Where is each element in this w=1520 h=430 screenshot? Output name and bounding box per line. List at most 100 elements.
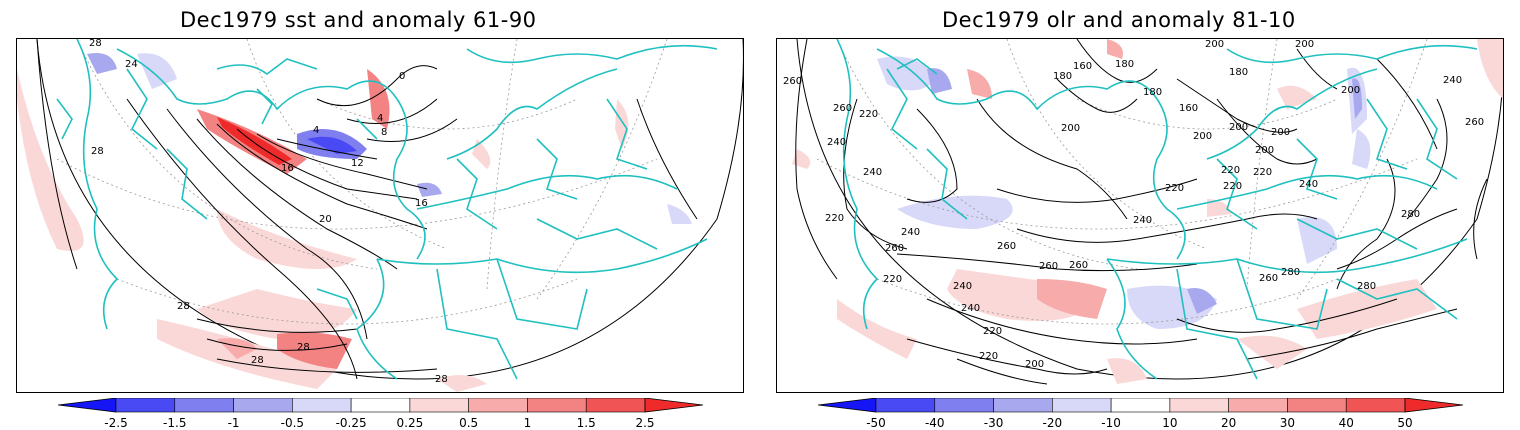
olr-negative-fills — [877, 56, 1371, 329]
contour-label: 240 — [863, 167, 882, 178]
contour-label: 220 — [1223, 181, 1242, 192]
sst-contours — [36, 39, 698, 380]
contour-label: 180 — [1115, 59, 1134, 70]
contour-label: 260 — [1039, 261, 1058, 272]
colorbar-segment — [350, 398, 411, 413]
colorbar-segment — [993, 398, 1053, 413]
sst-negative-fills — [87, 53, 692, 224]
colorbar-tick-label: 40 — [1338, 416, 1354, 430]
colorbar-segment — [934, 398, 994, 413]
contour-label: 200 — [1061, 123, 1080, 134]
coastlines — [56, 39, 718, 380]
right-map-title: Dec1979 olr and anomaly 81-10 — [942, 8, 1296, 32]
contour-label: 220 — [1165, 183, 1184, 194]
contour-label: 28 — [297, 342, 310, 353]
sst-anomaly-fills — [17, 69, 629, 392]
contour-label: 220 — [859, 109, 878, 120]
colorbar-tick-label: 10 — [1162, 416, 1178, 430]
colorbar-tick-label: -0.25 — [335, 416, 367, 430]
contour-label: 280 — [1357, 281, 1376, 292]
left-colorbar — [58, 398, 703, 413]
contour-label: 240 — [901, 227, 920, 238]
colorbar-tick-label: 1 — [523, 416, 532, 430]
colorbar-segment — [1404, 398, 1463, 413]
left-map-panel: 28 24 28 0 4 4 8 12 16 16 20 28 28 28 28 — [16, 38, 744, 393]
colorbar-tick-label: -30 — [983, 416, 1004, 430]
contour-label: 4 — [313, 125, 319, 136]
contour-label: 240 — [953, 281, 972, 292]
contour-label: 8 — [381, 127, 387, 138]
contour-label: 240 — [1299, 179, 1318, 190]
contour-label: 200 — [1205, 39, 1224, 50]
contour-label: 24 — [125, 59, 138, 70]
contour-label: 220 — [983, 326, 1002, 337]
contour-label: 280 — [1281, 267, 1300, 278]
left-map-svg: 28 24 28 0 4 4 8 12 16 16 20 28 28 28 28 — [17, 39, 743, 392]
contour-label: 28 — [89, 39, 102, 49]
contour-label: 260 — [1069, 260, 1088, 271]
contour-label: 220 — [825, 213, 844, 224]
contour-label: 240 — [1443, 75, 1462, 86]
contour-label: 260 — [997, 241, 1016, 252]
contour-label: 260 — [885, 243, 904, 254]
colorbar-segment — [409, 398, 469, 413]
colorbar-segment — [527, 398, 587, 413]
contour-label: 200 — [1271, 127, 1290, 138]
contour-label: 260 — [1259, 273, 1278, 284]
colorbar-segment — [292, 398, 352, 413]
contour-label: 160 — [1073, 61, 1092, 72]
contour-label: 200 — [1229, 122, 1248, 133]
contour-label: 0 — [399, 71, 405, 82]
contour-label: 20 — [319, 214, 332, 225]
contour-label: 200 — [1255, 145, 1274, 156]
contour-label: 12 — [351, 158, 364, 169]
colorbar-segment — [1228, 398, 1288, 413]
contour-label: 200 — [1193, 131, 1212, 142]
colorbar-segment — [644, 398, 703, 413]
colorbar-tick-label: -2.5 — [104, 416, 128, 430]
contour-label: 240 — [827, 137, 846, 148]
colorbar-tick-label: 0.25 — [396, 416, 424, 430]
colorbar-tick-label: -50 — [866, 416, 886, 430]
colorbar-segment — [1345, 398, 1406, 413]
contour-label: 180 — [1143, 87, 1162, 98]
colorbar-segment — [233, 398, 293, 413]
colorbar-segment — [174, 398, 234, 413]
left-map-title: Dec1979 sst and anomaly 61-90 — [180, 8, 537, 32]
contour-label: 28 — [91, 146, 104, 157]
olr-positive-fills — [792, 39, 1503, 384]
olr-contour-labels: 200 200 180 160 180 260 260 240 220 240 … — [783, 39, 1484, 370]
contour-label: 28 — [177, 301, 190, 312]
lat-lon-grid — [56, 39, 668, 325]
colorbar-segment — [115, 398, 176, 413]
contour-label: 220 — [979, 351, 998, 362]
colorbar-segment — [58, 398, 117, 413]
colorbar-segment — [1169, 398, 1229, 413]
contour-label: 180 — [1053, 71, 1072, 82]
hemisphere-boundary — [796, 39, 1503, 380]
right-map-svg: 200 200 180 160 180 260 260 240 220 240 … — [783, 39, 1503, 385]
colorbar-segment — [1287, 398, 1347, 413]
contour-label: 260 — [1465, 117, 1484, 128]
contour-label: 180 — [1229, 67, 1248, 78]
contour-label: 220 — [1221, 165, 1240, 176]
colorbar-tick-label: -0.5 — [280, 416, 305, 430]
colorbar-tick-label: 20 — [1221, 416, 1237, 430]
contour-label: 260 — [783, 76, 802, 87]
right-map-panel: 200 200 180 160 180 260 260 240 220 240 … — [776, 38, 1504, 393]
contour-label: 16 — [415, 198, 428, 209]
right-colorbar — [818, 398, 1463, 413]
colorbar-tick-label: -1 — [227, 416, 240, 430]
colorbar-tick-label: 0.5 — [459, 416, 479, 430]
contour-label: 200 — [1295, 39, 1314, 50]
colorbar-tick-label: 2.5 — [635, 416, 655, 430]
colorbar-segment — [1110, 398, 1171, 413]
colorbar-tick-label: 30 — [1279, 416, 1296, 430]
coastlines — [836, 39, 1478, 380]
contour-label: 160 — [1179, 103, 1198, 114]
contour-label: 280 — [1401, 209, 1420, 220]
contour-label: 16 — [281, 163, 294, 174]
colorbar-tick-label: -40 — [924, 416, 945, 430]
contour-label: 4 — [377, 113, 383, 124]
contour-label: 220 — [883, 274, 902, 285]
